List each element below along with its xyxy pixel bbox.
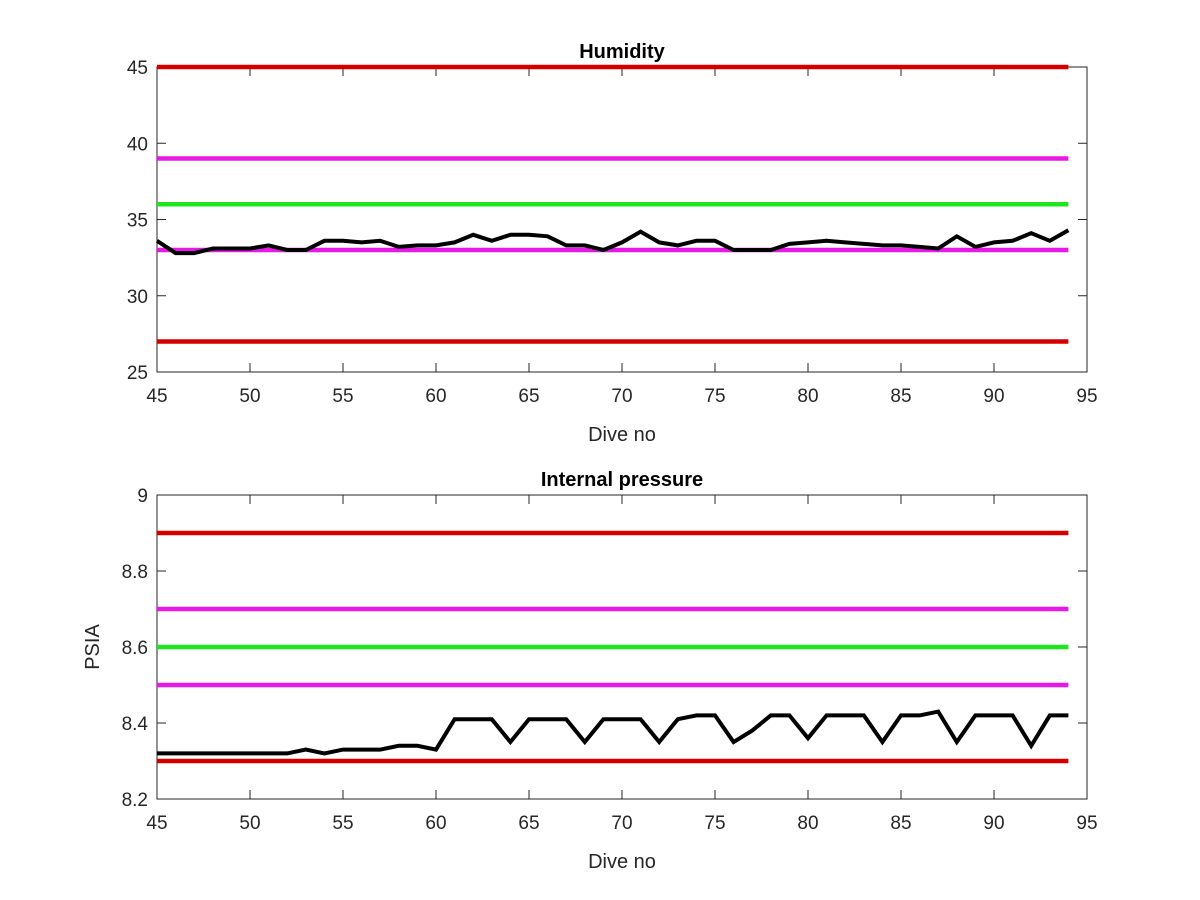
x-tick-label: 95 xyxy=(1076,386,1097,407)
y-tick-label: 35 xyxy=(127,211,148,232)
x-tick-label: 80 xyxy=(797,813,818,834)
x-tick-label: 45 xyxy=(146,813,167,834)
x-tick-label: 65 xyxy=(518,813,539,834)
y-tick-label: 9 xyxy=(137,486,148,507)
x-tick-label: 85 xyxy=(890,813,911,834)
y-axis-label: PSIA xyxy=(82,624,104,670)
chart-panel-1: 45 50 55 60 65 70 75 80 85 90 95 25 30 35 40 45 Humidity… xyxy=(127,41,1098,446)
x-tick-label: 90 xyxy=(983,813,1004,834)
chart-title: Humidity xyxy=(579,41,665,63)
y-tick-label: 30 xyxy=(127,287,148,308)
x-tick-label: 50 xyxy=(239,386,260,407)
data-series-line xyxy=(155,228,1070,256)
y-tick-label: 25 xyxy=(127,363,148,384)
x-tick-label: 55 xyxy=(332,386,353,407)
x-tick-label: 65 xyxy=(518,386,539,407)
x-tick-label: 70 xyxy=(611,386,632,407)
chart-title: Internal pressure xyxy=(541,469,703,491)
x-tick-label: 60 xyxy=(425,813,446,834)
x-tick-label: 75 xyxy=(704,813,725,834)
x-tick-label: 80 xyxy=(797,386,818,407)
x-tick-label: 55 xyxy=(332,813,353,834)
y-tick-label: 45 xyxy=(127,58,148,79)
y-tick-label: 40 xyxy=(127,134,148,155)
x-axis-label: Dive no xyxy=(588,424,656,446)
y-tick-label: 8.8 xyxy=(122,562,148,583)
x-tick-label: 45 xyxy=(146,386,167,407)
y-tick-label: 8.2 xyxy=(122,790,148,811)
x-tick-label: 90 xyxy=(983,386,1004,407)
plot-area-frame xyxy=(156,66,1088,373)
x-tick-label: 50 xyxy=(239,813,260,834)
x-tick-label: 95 xyxy=(1076,813,1097,834)
x-tick-label: 70 xyxy=(611,813,632,834)
x-axis-label: Dive no xyxy=(588,851,656,873)
x-tick-label: 60 xyxy=(425,386,446,407)
data-series-line xyxy=(157,709,1069,756)
x-tick-label: 85 xyxy=(890,386,911,407)
y-tick-label: 8.6 xyxy=(122,638,148,659)
x-tick-label: 75 xyxy=(704,386,725,407)
chart-panel-2: 45 50 55 60 65 70 75 80 85 90 95 8.2 8.4 8.6 8.8 9 Inter… xyxy=(82,469,1098,873)
y-tick-label: 8.4 xyxy=(122,714,149,735)
